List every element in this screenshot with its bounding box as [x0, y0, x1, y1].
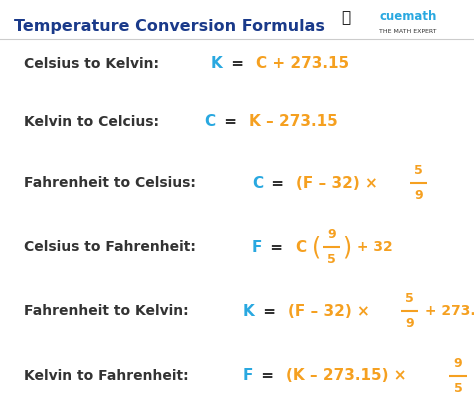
Text: =: = — [226, 56, 249, 71]
Text: 5: 5 — [454, 382, 462, 395]
Text: K – 273.15: K – 273.15 — [248, 114, 337, 129]
Text: Kelvin to Celcius:: Kelvin to Celcius: — [24, 115, 164, 129]
Text: =: = — [266, 176, 289, 191]
Text: K: K — [242, 304, 254, 318]
Text: Celsius to Fahrenheit:: Celsius to Fahrenheit: — [24, 240, 201, 254]
Text: F: F — [252, 240, 262, 255]
Text: =: = — [265, 240, 288, 255]
Text: C + 273.15: C + 273.15 — [255, 56, 349, 71]
Text: + 273.15: + 273.15 — [420, 304, 474, 318]
Text: =: = — [256, 368, 279, 383]
Text: + 32: + 32 — [353, 240, 393, 254]
Text: =: = — [257, 304, 281, 318]
Text: Kelvin to Fahrenheit:: Kelvin to Fahrenheit: — [24, 369, 193, 383]
Text: ): ) — [342, 235, 351, 259]
Text: C: C — [204, 114, 215, 129]
Text: =: = — [219, 114, 242, 129]
Text: 5: 5 — [414, 164, 423, 178]
Text: Temperature Conversion Formulas: Temperature Conversion Formulas — [14, 19, 325, 33]
Text: Fahrenheit to Kelvin:: Fahrenheit to Kelvin: — [24, 304, 193, 318]
Text: (F – 32) ×: (F – 32) × — [288, 304, 374, 318]
Text: 9: 9 — [414, 189, 423, 202]
Text: (: ( — [312, 235, 321, 259]
Text: 🚀: 🚀 — [341, 10, 350, 25]
Text: K: K — [210, 56, 222, 71]
Text: Fahrenheit to Celsius:: Fahrenheit to Celsius: — [24, 176, 201, 190]
Text: + 32: + 32 — [468, 369, 474, 383]
Text: 5: 5 — [405, 292, 414, 305]
Text: (K – 273.15) ×: (K – 273.15) × — [286, 368, 411, 383]
Text: 9: 9 — [454, 357, 462, 370]
Text: (F – 32) ×: (F – 32) × — [296, 176, 383, 191]
Text: cuemath: cuemath — [379, 10, 437, 23]
Text: THE MATH EXPERT: THE MATH EXPERT — [379, 29, 437, 34]
Text: C: C — [295, 240, 306, 255]
Text: C: C — [252, 176, 263, 191]
Text: 5: 5 — [327, 253, 336, 266]
Text: F: F — [242, 368, 253, 383]
Text: 9: 9 — [327, 228, 336, 241]
Text: 9: 9 — [405, 317, 414, 330]
Text: Celsius to Kelvin:: Celsius to Kelvin: — [24, 57, 168, 71]
